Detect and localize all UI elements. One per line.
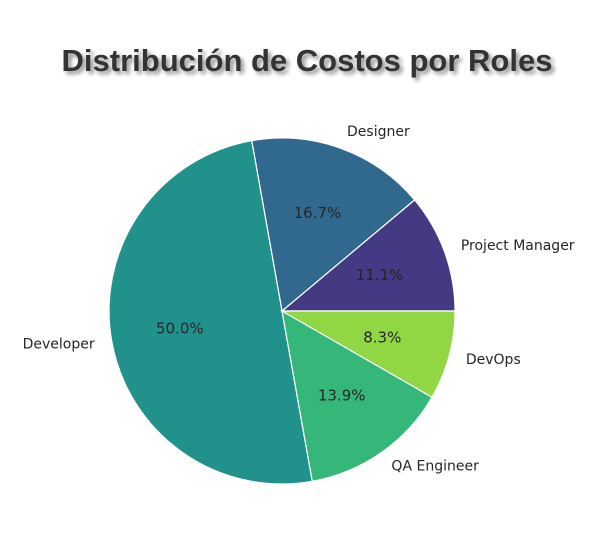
slice-label: Designer	[347, 124, 410, 140]
percent-label: 8.3%	[363, 328, 401, 346]
percent-label: 16.7%	[294, 204, 342, 222]
chart-title: Distribución de Costos por Roles	[62, 43, 553, 78]
slice-label: Developer	[23, 336, 95, 352]
pie-slice	[279, 310, 456, 399]
slice-label: Project Manager	[461, 238, 575, 254]
pie-slice	[281, 309, 433, 483]
percent-label: 50.0%	[156, 320, 204, 338]
percent-label: 11.1%	[356, 266, 404, 284]
slice-label: DevOps	[466, 352, 521, 368]
slice-label: QA Engineer	[391, 459, 479, 475]
pie-slice	[108, 139, 313, 485]
pie-slice	[251, 137, 416, 313]
percent-label: 13.9%	[318, 386, 366, 404]
pie-slice	[280, 199, 456, 312]
